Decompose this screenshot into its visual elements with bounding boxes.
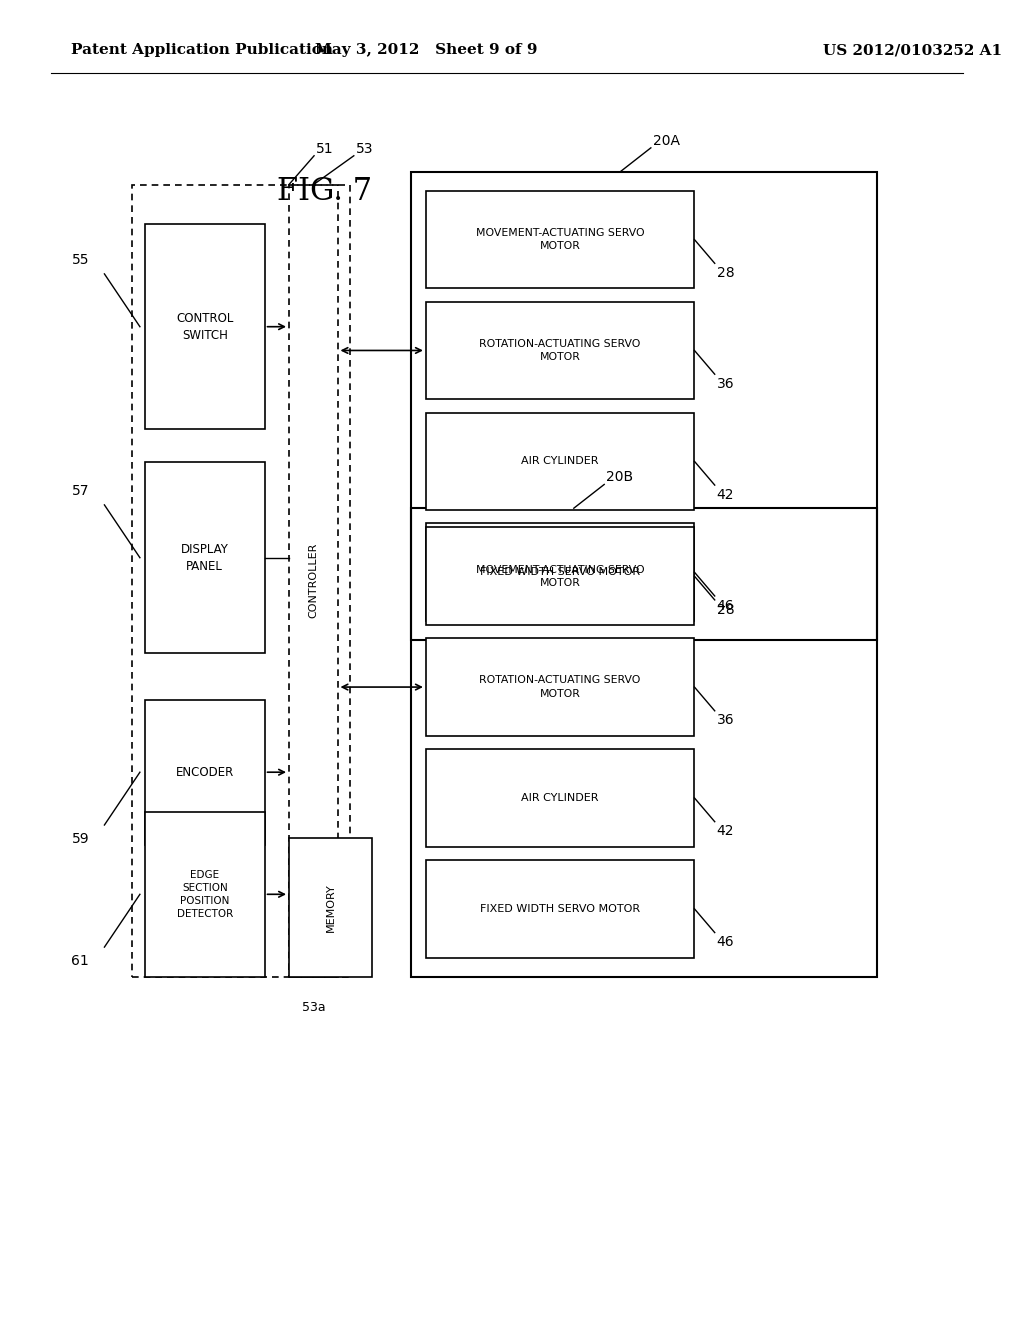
Text: 20B: 20B — [606, 470, 634, 484]
Text: 36: 36 — [717, 378, 734, 391]
Text: MOVEMENT-ACTUATING SERVO
MOTOR: MOVEMENT-ACTUATING SERVO MOTOR — [476, 228, 644, 251]
Text: US 2012/0103252 A1: US 2012/0103252 A1 — [823, 44, 1001, 57]
Text: May 3, 2012   Sheet 9 of 9: May 3, 2012 Sheet 9 of 9 — [314, 44, 537, 57]
Text: ROTATION-ACTUATING SERVO
MOTOR: ROTATION-ACTUATING SERVO MOTOR — [479, 676, 641, 698]
Bar — [289, 838, 372, 977]
Bar — [411, 172, 877, 640]
Bar — [426, 861, 694, 958]
Bar — [145, 224, 264, 429]
Text: FIG. 7: FIG. 7 — [276, 176, 372, 207]
Bar — [289, 185, 338, 977]
Bar — [426, 523, 694, 620]
Text: 61: 61 — [72, 953, 89, 968]
Bar — [426, 639, 694, 737]
Bar — [411, 508, 877, 977]
Bar — [145, 462, 264, 653]
Text: 51: 51 — [316, 141, 334, 156]
Text: 28: 28 — [717, 265, 734, 280]
Bar — [426, 528, 694, 626]
Text: FIXED WIDTH SERVO MOTOR: FIXED WIDTH SERVO MOTOR — [480, 568, 640, 577]
Text: 20A: 20A — [653, 133, 680, 148]
Text: CONTROL
SWITCH: CONTROL SWITCH — [176, 312, 233, 342]
Text: ROTATION-ACTUATING SERVO
MOTOR: ROTATION-ACTUATING SERVO MOTOR — [479, 339, 641, 362]
Text: AIR CYLINDER: AIR CYLINDER — [521, 793, 599, 803]
Text: Patent Application Publication: Patent Application Publication — [71, 44, 333, 57]
Text: 36: 36 — [717, 713, 734, 727]
Text: 59: 59 — [72, 832, 89, 846]
Text: 55: 55 — [72, 253, 89, 267]
Text: AIR CYLINDER: AIR CYLINDER — [521, 457, 599, 466]
Text: FIXED WIDTH SERVO MOTOR: FIXED WIDTH SERVO MOTOR — [480, 904, 640, 913]
Bar — [132, 185, 350, 977]
Text: MOVEMENT-ACTUATING SERVO
MOTOR: MOVEMENT-ACTUATING SERVO MOTOR — [476, 565, 644, 587]
Text: 28: 28 — [717, 602, 734, 616]
Bar — [426, 748, 694, 847]
Text: MEMORY: MEMORY — [326, 883, 336, 932]
Bar — [426, 190, 694, 288]
Text: 42: 42 — [717, 487, 734, 502]
Text: 53: 53 — [356, 141, 374, 156]
Text: 46: 46 — [717, 935, 734, 949]
Bar — [145, 812, 264, 977]
Text: DISPLAY
PANEL: DISPLAY PANEL — [181, 543, 228, 573]
Text: 53a: 53a — [302, 1001, 326, 1014]
Text: 46: 46 — [717, 598, 734, 612]
Text: ENCODER: ENCODER — [176, 766, 233, 779]
Text: CONTROLLER: CONTROLLER — [308, 543, 318, 619]
Bar — [426, 302, 694, 399]
Bar — [145, 700, 264, 845]
Text: EDGE
SECTION
POSITION
DETECTOR: EDGE SECTION POSITION DETECTOR — [177, 870, 232, 919]
Text: 57: 57 — [72, 484, 89, 498]
Bar — [426, 412, 694, 510]
Text: 42: 42 — [717, 824, 734, 838]
